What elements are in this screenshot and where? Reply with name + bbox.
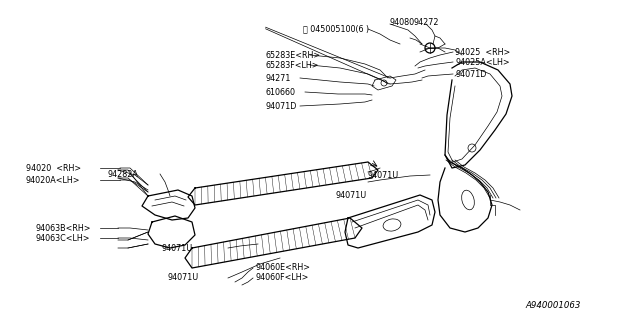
- Text: 94080: 94080: [390, 18, 415, 27]
- Text: 94060F<LH>: 94060F<LH>: [256, 274, 309, 283]
- Text: 94272: 94272: [414, 18, 440, 27]
- Text: 65283E<RH>: 65283E<RH>: [265, 51, 320, 60]
- Text: 94282A: 94282A: [107, 170, 138, 179]
- Text: 94020  <RH>: 94020 <RH>: [26, 164, 81, 172]
- Text: 94063C<LH>: 94063C<LH>: [35, 234, 90, 243]
- Text: 94071U: 94071U: [368, 171, 399, 180]
- Text: 65283F<LH>: 65283F<LH>: [265, 60, 319, 69]
- Text: 94020A<LH>: 94020A<LH>: [26, 175, 81, 185]
- Text: 94063B<RH>: 94063B<RH>: [35, 223, 90, 233]
- Text: 94025  <RH>: 94025 <RH>: [455, 47, 510, 57]
- Text: 94071U: 94071U: [162, 244, 193, 252]
- Text: 94071D: 94071D: [455, 69, 486, 78]
- Text: 610660: 610660: [265, 87, 295, 97]
- Text: 94071U: 94071U: [168, 274, 199, 283]
- Text: Ⓢ 045005100(6 ): Ⓢ 045005100(6 ): [303, 25, 369, 34]
- Text: 94060E<RH>: 94060E<RH>: [256, 263, 311, 273]
- Text: 94071D: 94071D: [265, 101, 296, 110]
- Text: A940001063: A940001063: [525, 300, 580, 309]
- Text: 94271: 94271: [265, 74, 291, 83]
- Text: 94071U: 94071U: [335, 190, 366, 199]
- Text: 94025A<LH>: 94025A<LH>: [455, 58, 509, 67]
